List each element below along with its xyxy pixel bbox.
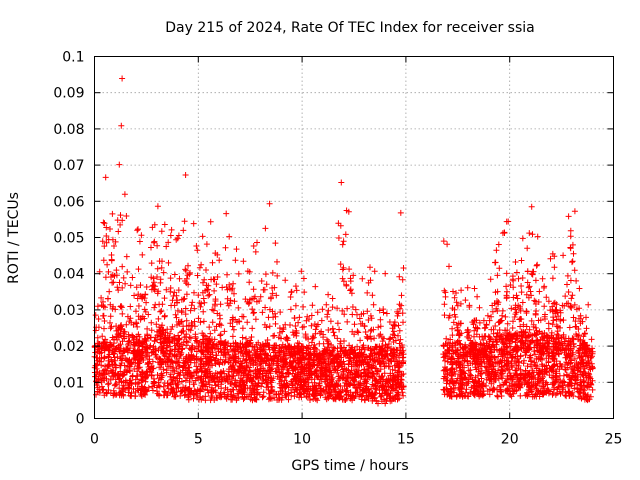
- y-tick-label: 0: [76, 412, 85, 428]
- y-tick-label: 0.04: [53, 267, 84, 283]
- chart-title: Day 215 of 2024, Rate Of TEC Index for r…: [165, 20, 534, 36]
- y-tick-label: 0.03: [53, 303, 84, 319]
- y-tick-label: 0.09: [53, 86, 84, 102]
- y-tick-label: 0.06: [53, 194, 84, 210]
- x-axis-label: GPS time / hours: [291, 458, 408, 474]
- y-tick-label: 0.07: [53, 158, 84, 174]
- y-tick-label: 0.08: [53, 122, 84, 138]
- x-tick-label: 0: [90, 432, 99, 448]
- axis-ticks: 0 5 10 15 20 25 0 0.01 0.02 0.03 0.04 0.05 0.06 0.07 0…: [53, 50, 622, 448]
- y-tick-label: 0.05: [53, 231, 84, 247]
- x-tick-label: 20: [501, 432, 519, 448]
- data-points: [91, 75, 596, 407]
- x-tick-label: 10: [293, 432, 311, 448]
- y-tick-label: 0.01: [53, 375, 84, 391]
- y-tick-label: 0.1: [62, 50, 84, 66]
- x-tick-label: 15: [397, 432, 415, 448]
- x-tick-label: 25: [605, 432, 623, 448]
- y-axis-label: ROTI / TECUs: [6, 192, 22, 284]
- y-tick-label: 0.02: [53, 339, 84, 355]
- roti-point-markers: [91, 75, 596, 407]
- x-tick-label: 5: [194, 432, 203, 448]
